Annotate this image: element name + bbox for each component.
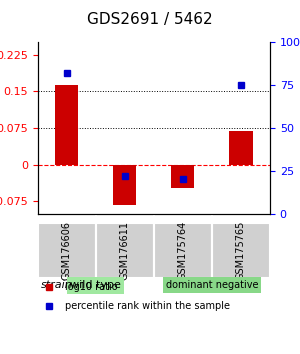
- FancyBboxPatch shape: [96, 223, 154, 278]
- Text: dominant negative: dominant negative: [166, 280, 258, 290]
- Text: percentile rank within the sample: percentile rank within the sample: [65, 301, 230, 311]
- Bar: [229, 131, 253, 165]
- Text: wild type: wild type: [70, 280, 121, 290]
- FancyBboxPatch shape: [38, 223, 96, 278]
- Bar: [55, 85, 78, 165]
- Text: GDS2691 / 5462: GDS2691 / 5462: [87, 12, 213, 27]
- Text: GSM176611: GSM176611: [120, 221, 130, 280]
- Bar: [171, 165, 194, 188]
- Text: log10 ratio: log10 ratio: [65, 282, 118, 292]
- FancyBboxPatch shape: [154, 223, 212, 278]
- FancyBboxPatch shape: [212, 223, 270, 278]
- Text: GSM175764: GSM175764: [178, 221, 188, 280]
- Bar: [113, 165, 136, 205]
- Text: GSM176606: GSM176606: [61, 221, 72, 280]
- Text: strain: strain: [40, 280, 72, 290]
- Text: GSM175765: GSM175765: [236, 221, 246, 280]
